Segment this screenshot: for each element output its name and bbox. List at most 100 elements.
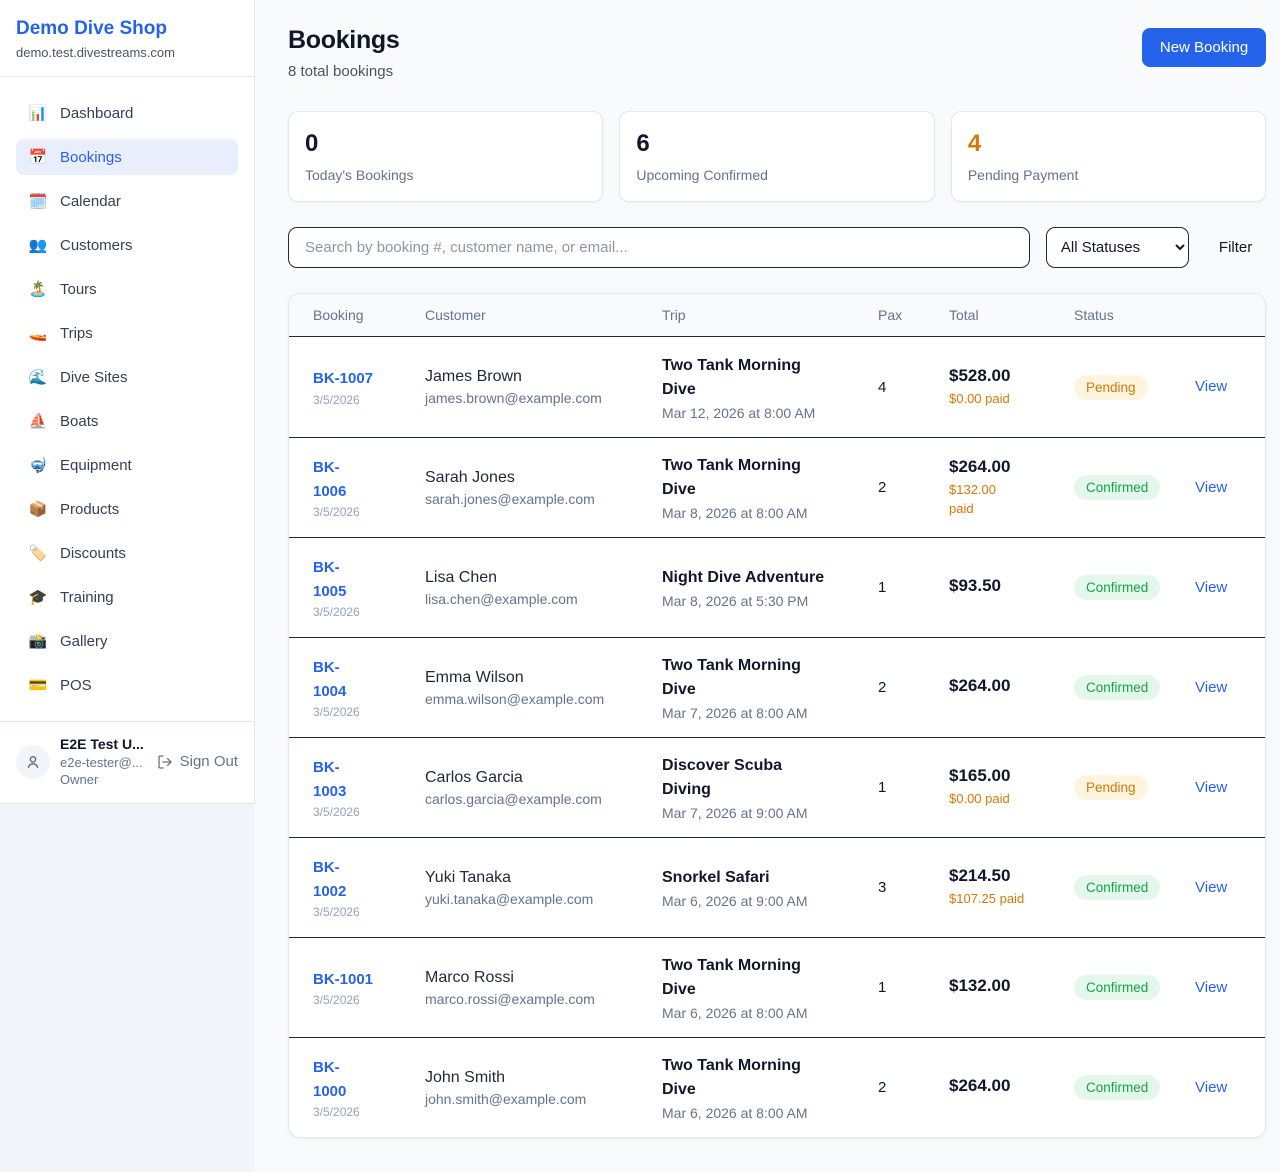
status-cell: Confirmed [1074, 475, 1195, 500]
search-input[interactable] [288, 227, 1030, 268]
booking-date: 3/5/2026 [313, 704, 360, 719]
paid-amount: $132.00 paid [949, 482, 996, 516]
credit-card-icon: 💳 [28, 677, 48, 694]
user-role: Owner [60, 772, 99, 787]
booking-cell: BK-1001 3/5/2026 [313, 968, 425, 1007]
new-booking-button[interactable]: New Booking [1141, 28, 1267, 67]
sidebar-item-tours[interactable]: 🏝️ Tours [16, 271, 238, 307]
booking-id-link[interactable]: BK- 1003 [313, 759, 347, 800]
customer-name: Carlos Garcia [425, 768, 523, 786]
booking-date: 3/5/2026 [313, 1104, 360, 1119]
pax-count: 2 [878, 679, 887, 696]
sidebar: Demo Dive Shop demo.test.divestreams.com… [0, 0, 255, 804]
sidebar-item-dashboard[interactable]: 📊 Dashboard [16, 95, 238, 131]
person-icon [27, 755, 39, 768]
page-title: Bookings [288, 26, 400, 54]
view-link[interactable]: View [1195, 578, 1228, 596]
view-link[interactable]: View [1195, 778, 1228, 796]
status-cell: Pending [1074, 775, 1195, 800]
view-link[interactable]: View [1195, 378, 1228, 395]
status-cell: Confirmed [1074, 675, 1195, 700]
graduation-cap-icon: 🎓 [28, 589, 48, 606]
booking-date: 3/5/2026 [313, 504, 360, 519]
pax-count: 2 [878, 1079, 887, 1096]
sidebar-item-customers[interactable]: 👥 Customers [16, 227, 238, 263]
trip-cell: Two Tank Morning Dive Mar 6, 2026 at 8:0… [662, 954, 878, 1021]
trip-cell: Discover Scuba Diving Mar 7, 2026 at 9:0… [662, 754, 878, 821]
booking-id-link[interactable]: BK-1007 [313, 370, 374, 388]
people-icon: 👥 [28, 237, 48, 254]
total-amount: $165.00 [949, 766, 1011, 786]
customer-email: marco.rossi@example.com [425, 990, 595, 1007]
sidebar-item-trips[interactable]: 🚤 Trips [16, 315, 238, 351]
booking-id-link[interactable]: BK- 1002 [313, 859, 347, 900]
booking-id-link[interactable]: BK- 1006 [313, 459, 347, 500]
customer-name: John Smith [425, 1068, 506, 1086]
sidebar-item-boats[interactable]: ⛵ Boats [16, 403, 238, 439]
sidebar-item-bookings[interactable]: 📅 Bookings [16, 139, 238, 175]
column-header-customer: Customer [425, 307, 486, 323]
booking-date: 3/5/2026 [313, 604, 360, 619]
pax-count: 3 [878, 879, 887, 896]
sidebar-item-pos[interactable]: 💳 POS [16, 667, 238, 703]
page-subtitle: 8 total bookings [288, 63, 394, 80]
booking-id-link[interactable]: BK- 1005 [313, 559, 347, 600]
view-cell: View [1195, 378, 1241, 396]
view-link[interactable]: View [1195, 978, 1228, 996]
brand: Demo Dive Shop demo.test.divestreams.com [0, 0, 254, 77]
sidebar-item-products[interactable]: 📦 Products [16, 491, 238, 527]
sidebar-item-training[interactable]: 🎓 Training [16, 579, 238, 615]
trip-name: Discover Scuba Diving [662, 757, 783, 798]
customer-cell: Lisa Chen lisa.chen@example.com [425, 569, 662, 607]
customer-email: lisa.chen@example.com [425, 590, 578, 607]
view-link[interactable]: View [1195, 478, 1228, 496]
customer-name: Emma Wilson [425, 668, 524, 686]
customer-cell: Sarah Jones sarah.jones@example.com [425, 469, 662, 507]
stat-card: 4 Pending Payment [950, 111, 1267, 202]
total-cell: $264.00 [949, 676, 1074, 700]
nav-item-label: Dive Sites [60, 368, 128, 386]
total-cell: $214.50 $107.25 paid [949, 866, 1074, 908]
sidebar-item-calendar[interactable]: 🗓️ Calendar [16, 183, 238, 219]
column-header-trip: Trip [662, 307, 686, 323]
view-link[interactable]: View [1195, 1078, 1228, 1096]
customer-email: sarah.jones@example.com [425, 490, 595, 507]
booking-id-link[interactable]: BK- 1000 [313, 1059, 347, 1100]
total-cell: $528.00 $0.00 paid [949, 366, 1074, 408]
bookings-table: Booking Customer Trip Pax Total Status B… [288, 293, 1267, 1138]
filter-button[interactable]: Filter [1205, 227, 1266, 268]
sidebar-item-gallery[interactable]: 📸 Gallery [16, 623, 238, 659]
sidebar-item-equipment[interactable]: 🤿 Equipment [16, 447, 238, 483]
sign-out-button[interactable]: Sign Out [157, 753, 238, 770]
page-header: Bookings 8 total bookings New Booking [288, 26, 1267, 80]
stat-value: 4 [967, 130, 982, 157]
status-filter-select[interactable]: All Statuses [1045, 227, 1189, 268]
view-cell: View [1195, 479, 1241, 497]
booking-id-link[interactable]: BK-1001 [313, 970, 374, 988]
sidebar-item-discounts[interactable]: 🏷️ Discounts [16, 535, 238, 571]
view-link[interactable]: View [1195, 878, 1228, 896]
camera-icon: 📸 [28, 633, 48, 650]
booking-id-link[interactable]: BK- 1004 [313, 659, 347, 700]
table-row: BK- 1003 3/5/2026 Carlos Garcia carlos.g… [289, 737, 1266, 837]
total-cell: $264.00 $132.00 paid [949, 457, 1074, 517]
status-cell: Confirmed [1074, 975, 1195, 1000]
total-amount: $93.50 [949, 575, 1001, 595]
sidebar-item-dive-sites[interactable]: 🌊 Dive Sites [16, 359, 238, 395]
customer-name: Yuki Tanaka [425, 868, 511, 886]
user-email: e2e-tester@... [60, 755, 143, 770]
status-cell: Confirmed [1074, 875, 1195, 900]
customer-cell: Emma Wilson emma.wilson@example.com [425, 669, 662, 707]
booking-cell: BK- 1006 3/5/2026 [313, 456, 425, 519]
booking-date: 3/5/2026 [313, 804, 360, 819]
nav-item-label: Dashboard [60, 104, 134, 122]
package-icon: 📦 [28, 501, 48, 518]
customer-email: emma.wilson@example.com [425, 690, 605, 707]
trip-datetime: Mar 7, 2026 at 9:00 AM [662, 805, 808, 821]
stat-value: 0 [305, 130, 319, 157]
view-link[interactable]: View [1195, 678, 1228, 696]
nav-item-label: Equipment [60, 456, 132, 474]
table-row: BK- 1004 3/5/2026 Emma Wilson emma.wilso… [289, 637, 1266, 737]
pax-count: 1 [878, 779, 887, 796]
